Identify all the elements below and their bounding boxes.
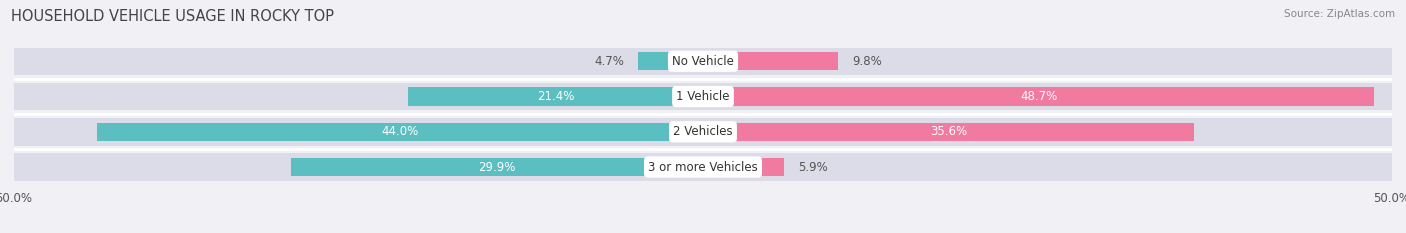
Text: 3 or more Vehicles: 3 or more Vehicles bbox=[648, 161, 758, 174]
Text: 44.0%: 44.0% bbox=[381, 125, 419, 138]
Bar bbox=[14, 118, 1392, 146]
Bar bbox=[703, 87, 1374, 106]
Text: 21.4%: 21.4% bbox=[537, 90, 574, 103]
Text: 9.8%: 9.8% bbox=[852, 55, 882, 68]
Text: Source: ZipAtlas.com: Source: ZipAtlas.com bbox=[1284, 9, 1395, 19]
Bar bbox=[291, 158, 703, 176]
Bar bbox=[408, 87, 703, 106]
Text: 29.9%: 29.9% bbox=[478, 161, 516, 174]
Text: 48.7%: 48.7% bbox=[1019, 90, 1057, 103]
Text: No Vehicle: No Vehicle bbox=[672, 55, 734, 68]
Text: 2 Vehicles: 2 Vehicles bbox=[673, 125, 733, 138]
Bar bbox=[703, 158, 785, 176]
Text: HOUSEHOLD VEHICLE USAGE IN ROCKY TOP: HOUSEHOLD VEHICLE USAGE IN ROCKY TOP bbox=[11, 9, 335, 24]
Text: 4.7%: 4.7% bbox=[595, 55, 624, 68]
Bar bbox=[638, 52, 703, 70]
Bar bbox=[14, 83, 1392, 110]
Text: 5.9%: 5.9% bbox=[799, 161, 828, 174]
Bar bbox=[14, 48, 1392, 75]
Bar bbox=[14, 153, 1392, 181]
Bar bbox=[703, 52, 838, 70]
Bar bbox=[97, 123, 703, 141]
Bar bbox=[703, 123, 1194, 141]
Text: 1 Vehicle: 1 Vehicle bbox=[676, 90, 730, 103]
Text: 35.6%: 35.6% bbox=[929, 125, 967, 138]
